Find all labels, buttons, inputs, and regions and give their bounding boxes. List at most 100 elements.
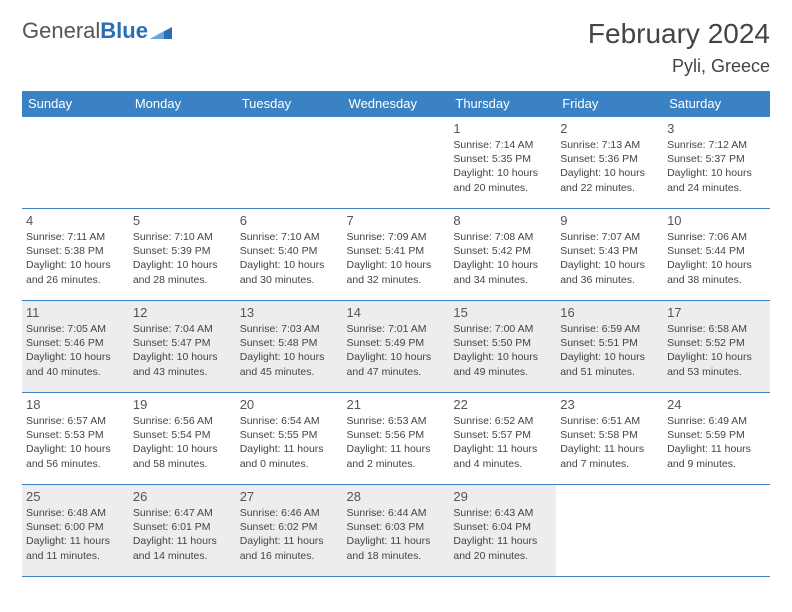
calendar-empty-cell (236, 117, 343, 209)
day-info: Sunrise: 7:13 AMSunset: 5:36 PMDaylight:… (560, 138, 659, 195)
day-number: 23 (560, 397, 659, 412)
calendar-empty-cell (129, 117, 236, 209)
weekday-header: Thursday (449, 91, 556, 117)
day-info: Sunrise: 7:07 AMSunset: 5:43 PMDaylight:… (560, 230, 659, 287)
day-number: 3 (667, 121, 766, 136)
day-number: 7 (347, 213, 446, 228)
logo-text-2: Blue (100, 18, 148, 43)
weekday-header: Monday (129, 91, 236, 117)
calendar-day-cell: 26 Sunrise: 6:47 AMSunset: 6:01 PMDayligh… (129, 485, 236, 577)
calendar-header-row: SundayMondayTuesdayWednesdayThursdayFrid… (22, 91, 770, 117)
calendar-day-cell: 9Sunrise: 7:07 AMSunset: 5:43 PMDaylight… (556, 209, 663, 301)
calendar-day-cell: 27 Sunrise: 6:46 AMSunset: 6:02 PMDayligh… (236, 485, 343, 577)
calendar-body: 1Sunrise: 7:14 AMSunset: 5:35 PMDaylight… (22, 117, 770, 577)
day-number: 4 (26, 213, 125, 228)
calendar-day-cell: 21Sunrise: 6:53 AMSunset: 5:56 PMDayligh… (343, 393, 450, 485)
day-info: Sunrise: 6:52 AMSunset: 5:57 PMDaylight:… (453, 414, 552, 471)
calendar-empty-cell (22, 117, 129, 209)
title-block: February 2024 Pyli, Greece (588, 18, 770, 77)
day-number: 15 (453, 305, 552, 320)
calendar-day-cell: 17 Sunrise: 6:58 AMSunset: 5:52 PMDayligh… (663, 301, 770, 393)
calendar-day-cell: 14Sunrise: 7:01 AMSunset: 5:49 PMDayligh… (343, 301, 450, 393)
calendar-day-cell: 10 Sunrise: 7:06 AMSunset: 5:44 PMDayligh… (663, 209, 770, 301)
day-info: Sunrise: 6:49 AMSunset: 5:59 PMDaylight:… (667, 414, 766, 471)
day-number: 21 (347, 397, 446, 412)
calendar-day-cell: 18 Sunrise: 6:57 AMSunset: 5:53 PMDayligh… (22, 393, 129, 485)
calendar-week-row: 25 Sunrise: 6:48 AMSunset: 6:00 PMDayligh… (22, 485, 770, 577)
day-number: 29 (453, 489, 552, 504)
day-number: 14 (347, 305, 446, 320)
day-info: Sunrise: 7:04 AMSunset: 5:47 PMDaylight:… (133, 322, 232, 379)
day-number: 5 (133, 213, 232, 228)
day-info: Sunrise: 7:08 AMSunset: 5:42 PMDaylight:… (453, 230, 552, 287)
calendar-empty-cell (343, 117, 450, 209)
day-info: Sunrise: 6:54 AMSunset: 5:55 PMDaylight:… (240, 414, 339, 471)
day-number: 13 (240, 305, 339, 320)
day-number: 18 (26, 397, 125, 412)
day-number: 2 (560, 121, 659, 136)
calendar-day-cell: 13 Sunrise: 7:03 AMSunset: 5:48 PMDayligh… (236, 301, 343, 393)
day-info: Sunrise: 6:44 AMSunset: 6:03 PMDaylight:… (347, 506, 446, 563)
calendar-week-row: 11 Sunrise: 7:05 AMSunset: 5:46 PMDayligh… (22, 301, 770, 393)
day-number: 20 (240, 397, 339, 412)
day-info: Sunrise: 6:51 AMSunset: 5:58 PMDaylight:… (560, 414, 659, 471)
calendar-day-cell: 5 Sunrise: 7:10 AMSunset: 5:39 PMDaylight… (129, 209, 236, 301)
calendar-week-row: 18 Sunrise: 6:57 AMSunset: 5:53 PMDayligh… (22, 393, 770, 485)
calendar-day-cell: 22 Sunrise: 6:52 AMSunset: 5:57 PMDayligh… (449, 393, 556, 485)
logo-text-1: General (22, 18, 100, 43)
calendar-day-cell: 15 Sunrise: 7:00 AMSunset: 5:50 PMDayligh… (449, 301, 556, 393)
calendar-day-cell: 29 Sunrise: 6:43 AMSunset: 6:04 PMDayligh… (449, 485, 556, 577)
day-info: Sunrise: 6:58 AMSunset: 5:52 PMDaylight:… (667, 322, 766, 379)
day-number: 11 (26, 305, 125, 320)
day-info: Sunrise: 6:56 AMSunset: 5:54 PMDaylight:… (133, 414, 232, 471)
calendar-day-cell: 20 Sunrise: 6:54 AMSunset: 5:55 PMDayligh… (236, 393, 343, 485)
calendar-day-cell: 11 Sunrise: 7:05 AMSunset: 5:46 PMDayligh… (22, 301, 129, 393)
calendar-day-cell: 24 Sunrise: 6:49 AMSunset: 5:59 PMDayligh… (663, 393, 770, 485)
location: Pyli, Greece (588, 56, 770, 77)
day-info: Sunrise: 7:09 AMSunset: 5:41 PMDaylight:… (347, 230, 446, 287)
day-info: Sunrise: 7:05 AMSunset: 5:46 PMDaylight:… (26, 322, 125, 379)
weekday-header: Tuesday (236, 91, 343, 117)
day-number: 12 (133, 305, 232, 320)
day-number: 24 (667, 397, 766, 412)
header: GeneralBlue February 2024 Pyli, Greece (22, 18, 770, 77)
day-number: 6 (240, 213, 339, 228)
day-info: Sunrise: 7:10 AMSunset: 5:39 PMDaylight:… (133, 230, 232, 287)
weekday-header: Friday (556, 91, 663, 117)
day-number: 25 (26, 489, 125, 504)
calendar-day-cell: 25 Sunrise: 6:48 AMSunset: 6:00 PMDayligh… (22, 485, 129, 577)
day-info: Sunrise: 6:47 AMSunset: 6:01 PMDaylight:… (133, 506, 232, 563)
weekday-header: Sunday (22, 91, 129, 117)
day-info: Sunrise: 6:48 AMSunset: 6:00 PMDaylight:… (26, 506, 125, 563)
calendar-day-cell: 23 Sunrise: 6:51 AMSunset: 5:58 PMDayligh… (556, 393, 663, 485)
day-info: Sunrise: 7:03 AMSunset: 5:48 PMDaylight:… (240, 322, 339, 379)
calendar-day-cell: 1Sunrise: 7:14 AMSunset: 5:35 PMDaylight… (449, 117, 556, 209)
day-number: 1 (453, 121, 552, 136)
day-number: 22 (453, 397, 552, 412)
day-info: Sunrise: 7:11 AMSunset: 5:38 PMDaylight:… (26, 230, 125, 287)
calendar-week-row: 1Sunrise: 7:14 AMSunset: 5:35 PMDaylight… (22, 117, 770, 209)
calendar-week-row: 4 Sunrise: 7:11 AMSunset: 5:38 PMDaylight… (22, 209, 770, 301)
day-info: Sunrise: 6:57 AMSunset: 5:53 PMDaylight:… (26, 414, 125, 471)
calendar-table: SundayMondayTuesdayWednesdayThursdayFrid… (22, 91, 770, 577)
day-info: Sunrise: 7:12 AMSunset: 5:37 PMDaylight:… (667, 138, 766, 195)
day-number: 10 (667, 213, 766, 228)
calendar-day-cell: 28Sunrise: 6:44 AMSunset: 6:03 PMDayligh… (343, 485, 450, 577)
calendar-day-cell: 16Sunrise: 6:59 AMSunset: 5:51 PMDayligh… (556, 301, 663, 393)
weekday-header: Wednesday (343, 91, 450, 117)
calendar-day-cell: 4 Sunrise: 7:11 AMSunset: 5:38 PMDaylight… (22, 209, 129, 301)
calendar-day-cell: 8Sunrise: 7:08 AMSunset: 5:42 PMDaylight… (449, 209, 556, 301)
day-info: Sunrise: 6:46 AMSunset: 6:02 PMDaylight:… (240, 506, 339, 563)
day-info: Sunrise: 7:06 AMSunset: 5:44 PMDaylight:… (667, 230, 766, 287)
day-info: Sunrise: 7:00 AMSunset: 5:50 PMDaylight:… (453, 322, 552, 379)
calendar-day-cell: 7 Sunrise: 7:09 AMSunset: 5:41 PMDaylight… (343, 209, 450, 301)
logo-flag-icon (150, 23, 172, 39)
month-title: February 2024 (588, 18, 770, 50)
calendar-empty-cell (663, 485, 770, 577)
calendar-day-cell: 2 Sunrise: 7:13 AMSunset: 5:36 PMDaylight… (556, 117, 663, 209)
day-number: 17 (667, 305, 766, 320)
day-number: 26 (133, 489, 232, 504)
day-info: Sunrise: 6:43 AMSunset: 6:04 PMDaylight:… (453, 506, 552, 563)
weekday-header: Saturday (663, 91, 770, 117)
day-number: 27 (240, 489, 339, 504)
